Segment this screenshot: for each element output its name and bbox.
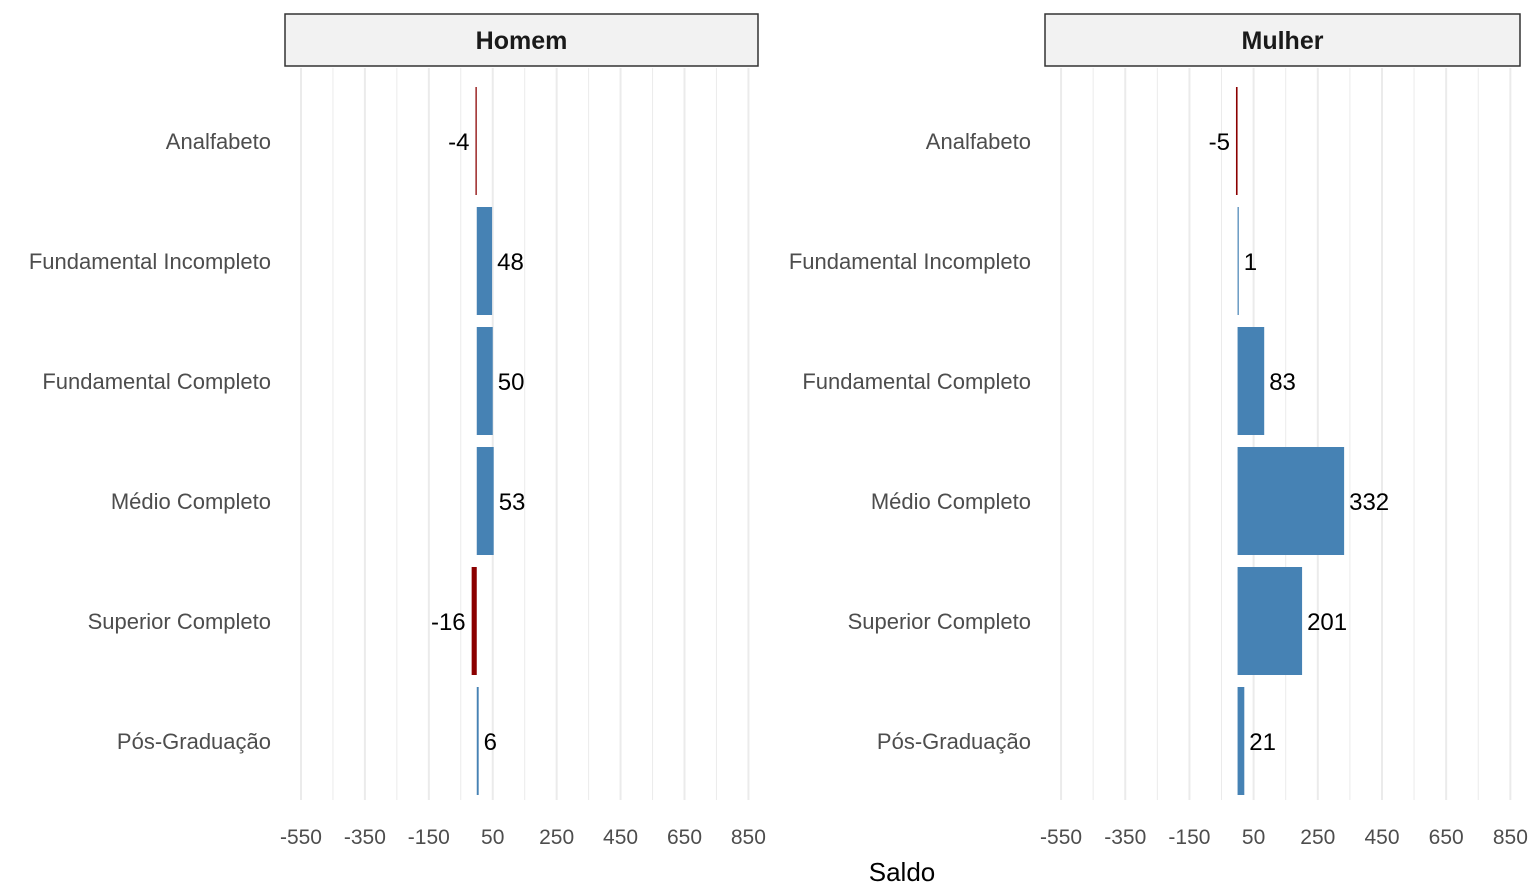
x-tick-label-1-7: 850 [1493, 826, 1528, 849]
value-label-1-3: 332 [1349, 489, 1389, 516]
bar-1-3 [1237, 447, 1345, 555]
category-label-1-4: Superior Completo [848, 609, 1031, 634]
x-tick-label-0-4: 250 [539, 826, 574, 849]
value-label-1-1: 1 [1244, 249, 1257, 276]
value-label-0-2: 50 [498, 369, 525, 396]
facet-strip-0 [284, 13, 759, 67]
x-tick-label-1-0: -550 [1040, 826, 1082, 849]
x-tick-label-0-5: 450 [603, 826, 638, 849]
x-tick-label-0-7: 850 [731, 826, 766, 849]
category-label-0-0: Analfabeto [166, 129, 271, 154]
x-tick-label-1-2: -150 [1168, 826, 1210, 849]
value-label-1-4: 201 [1307, 609, 1347, 636]
x-tick-label-1-6: 650 [1429, 826, 1464, 849]
x-tick-label-0-1: -350 [344, 826, 386, 849]
value-label-0-1: 48 [497, 249, 524, 276]
category-label-1-3: Médio Completo [871, 489, 1031, 514]
facet-title-1: Mulher [1242, 27, 1324, 55]
x-tick-label-0-6: 650 [667, 826, 702, 849]
value-label-1-0: -5 [1209, 129, 1230, 156]
value-label-1-2: 83 [1269, 369, 1296, 396]
category-label-1-2: Fundamental Completo [802, 369, 1031, 394]
category-label-0-5: Pós-Graduação [117, 729, 271, 754]
value-label-0-4: -16 [431, 609, 466, 636]
facet-strip-1 [1044, 13, 1521, 67]
x-tick-label-1-1: -350 [1104, 826, 1146, 849]
bar-0-2 [476, 327, 493, 435]
x-tick-label-1-5: 450 [1364, 826, 1399, 849]
bar-0-5 [476, 687, 479, 795]
x-tick-label-1-3: 50 [1242, 826, 1265, 849]
bar-0-4 [471, 567, 477, 675]
x-tick-label-0-0: -550 [280, 826, 322, 849]
bar-0-1 [476, 207, 493, 315]
value-label-1-5: 21 [1249, 729, 1276, 756]
value-label-0-5: 6 [484, 729, 497, 756]
x-tick-label-1-4: 250 [1300, 826, 1335, 849]
facet-title-0: Homem [476, 27, 568, 55]
bar-1-1 [1237, 207, 1239, 315]
value-label-0-3: 53 [499, 489, 526, 516]
bar-1-0 [1235, 87, 1238, 195]
bar-1-5 [1237, 687, 1245, 795]
bar-1-4 [1237, 567, 1303, 675]
category-label-1-0: Analfabeto [926, 129, 1031, 154]
category-label-0-3: Médio Completo [111, 489, 271, 514]
category-label-1-1: Fundamental Incompleto [789, 249, 1031, 274]
bar-1-2 [1237, 327, 1265, 435]
category-label-0-4: Superior Completo [88, 609, 271, 634]
bar-0-3 [476, 447, 494, 555]
category-label-0-2: Fundamental Completo [42, 369, 271, 394]
category-label-0-1: Fundamental Incompleto [29, 249, 271, 274]
value-label-0-0: -4 [448, 129, 469, 156]
x-tick-label-0-3: 50 [481, 826, 504, 849]
x-axis-title: Saldo [869, 857, 936, 886]
x-tick-label-0-2: -150 [408, 826, 450, 849]
bar-0-0 [475, 87, 477, 195]
category-label-1-5: Pós-Graduação [877, 729, 1031, 754]
